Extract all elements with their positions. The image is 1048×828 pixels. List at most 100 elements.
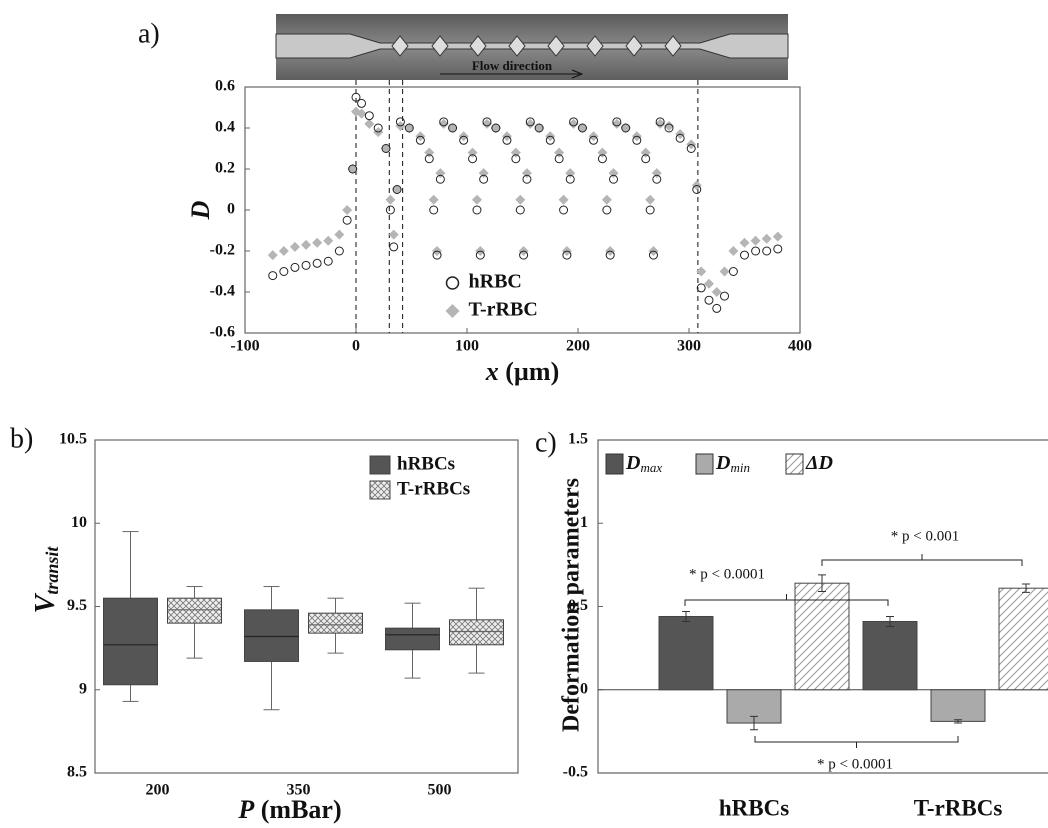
data-point <box>525 117 535 127</box>
data-point <box>534 123 544 133</box>
data-point <box>686 144 696 153</box>
y-tick-label: 0.6 <box>215 78 235 95</box>
data-point <box>395 117 405 127</box>
data-point <box>347 164 358 174</box>
legend-swatch <box>605 453 624 475</box>
data-point <box>739 237 750 248</box>
error-bar <box>750 715 758 731</box>
y-tick-label: -0.4 <box>210 283 235 300</box>
x-axis-label: P (mBar) <box>237 795 341 824</box>
data-point <box>609 174 619 184</box>
data-point <box>696 266 707 277</box>
data-point <box>301 260 311 270</box>
data-point <box>290 262 300 272</box>
x-axis-symbol: P <box>237 795 255 824</box>
data-point <box>675 133 685 143</box>
data-point <box>655 118 666 129</box>
y-tick-label: 0 <box>580 680 588 697</box>
data-point <box>267 250 278 261</box>
bar <box>862 620 918 691</box>
box <box>308 612 363 634</box>
data-point <box>655 117 665 127</box>
y-tick-label: 0.5 <box>568 597 588 614</box>
panel-label: a) <box>138 18 160 49</box>
data-point <box>448 123 458 133</box>
x-tick-label: 350 <box>287 782 311 799</box>
data-point <box>289 241 300 252</box>
data-point <box>621 123 631 133</box>
data-point <box>404 123 414 133</box>
error-bar <box>682 610 690 622</box>
error-bar <box>1022 583 1030 593</box>
data-point <box>515 194 526 205</box>
data-point <box>502 135 512 145</box>
bar <box>930 689 986 722</box>
data-point <box>597 154 607 164</box>
data-point <box>439 117 449 127</box>
data-point <box>482 117 492 127</box>
legend-label: T-rRBCs <box>397 478 470 499</box>
legend-swatch <box>785 453 804 475</box>
y-tick-label: 1 <box>580 514 588 531</box>
data-point <box>545 135 555 145</box>
data-point <box>762 246 772 256</box>
legend-subscript: max <box>640 460 662 475</box>
box <box>244 609 299 662</box>
data-point <box>525 118 536 129</box>
data-point <box>720 291 730 301</box>
data-point <box>268 271 278 281</box>
data-point <box>438 118 449 129</box>
data-point <box>565 174 575 184</box>
legend-swatch <box>695 453 714 475</box>
x-tick-label: hRBCs <box>719 795 789 820</box>
legend-symbol: D <box>715 452 730 474</box>
data-point <box>750 235 761 246</box>
y-tick-label: 9 <box>79 680 87 697</box>
data-point <box>490 123 501 133</box>
data-point <box>364 118 375 129</box>
data-point <box>356 108 367 119</box>
significance-bracket <box>684 594 889 606</box>
legend-marker <box>445 304 460 318</box>
data-point <box>692 185 702 194</box>
data-point <box>392 185 402 194</box>
y-tick-label: -0.5 <box>563 764 588 781</box>
x-tick-label: T-rRBCs <box>914 795 1003 820</box>
y-tick-label: 0.4 <box>215 119 235 136</box>
data-point <box>719 266 730 277</box>
legend-symbol: ΔD <box>805 452 833 474</box>
data-point <box>392 184 403 195</box>
x-tick-label: 0 <box>352 338 360 355</box>
x-tick-label: 400 <box>788 338 812 355</box>
legend-label: hRBC <box>469 271 522 293</box>
data-point <box>479 174 489 184</box>
data-point <box>569 117 579 127</box>
legend-label: T-rRBC <box>469 299 538 321</box>
y-axis-label: Deformation parameters <box>559 478 585 732</box>
x-tick-label: 200 <box>566 338 590 355</box>
data-point <box>342 205 353 215</box>
legend-subscript: min <box>730 460 750 475</box>
data-point <box>357 98 367 108</box>
data-point <box>602 205 612 215</box>
data-point <box>323 256 333 266</box>
data-point <box>435 174 445 184</box>
x-axis-unit: (µm) <box>499 357 559 386</box>
legend-label: Dmin <box>715 452 750 475</box>
data-point <box>334 229 345 240</box>
data-point <box>703 278 714 289</box>
error-bar <box>818 574 826 593</box>
box <box>449 619 504 646</box>
x-axis-unit: (mBar) <box>254 795 341 824</box>
data-point <box>404 123 415 133</box>
legend-symbol: D <box>625 452 640 474</box>
bar <box>794 582 850 691</box>
data-point <box>348 164 358 174</box>
data-point <box>388 229 399 240</box>
data-point <box>601 194 612 205</box>
legend-marker <box>445 276 460 290</box>
data-point <box>373 123 383 133</box>
panel-label: b) <box>10 423 33 454</box>
data-point <box>641 154 651 164</box>
y-tick-label: 0 <box>227 201 235 218</box>
